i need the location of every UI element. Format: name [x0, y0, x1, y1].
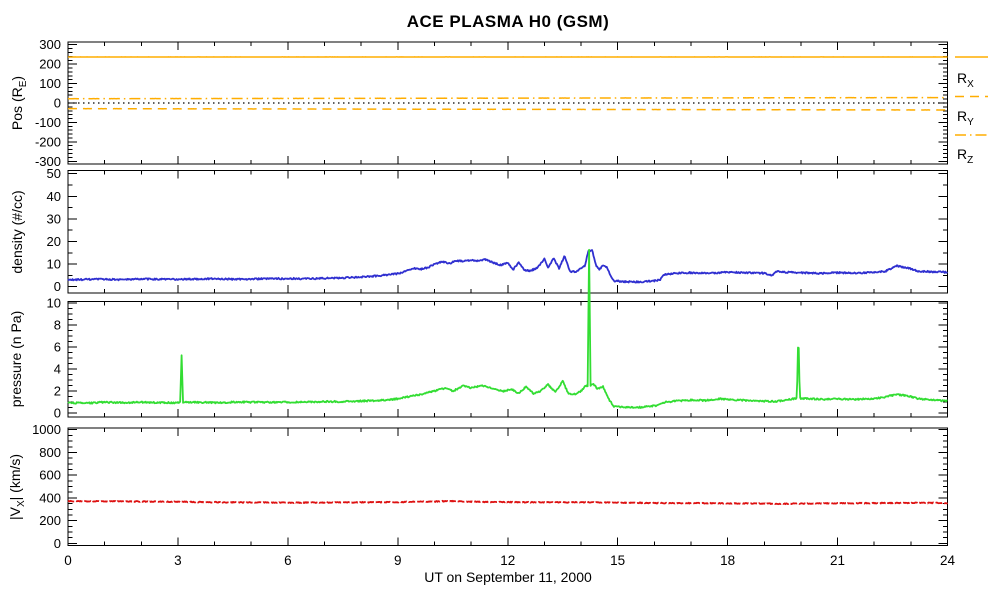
y-tick-label: 0	[54, 406, 61, 421]
y-axis-title-velocity-pre: |V	[7, 507, 23, 521]
y-tick-label: 8	[54, 318, 61, 333]
x-tick-label: 0	[64, 553, 72, 568]
y-tick-label: 10	[47, 296, 61, 311]
y-tick-label: 40	[47, 189, 61, 204]
legend-label-ry-sub: Y	[967, 116, 974, 128]
y-tick-label: 100	[39, 76, 61, 91]
x-tick-label: 15	[610, 553, 625, 568]
panel-density-axes	[67, 170, 948, 294]
chart-title: ACE PLASMA H0 (GSM)	[406, 12, 610, 31]
position-trace-RZ	[67, 96, 948, 100]
y-tick-label: 30	[47, 211, 61, 226]
y-tick-label: -100	[35, 115, 61, 130]
panel-velocity: 1000 800 600 400 200 00 3 6 9 12 15 18 21 24	[32, 422, 955, 568]
panel-position-axes	[67, 41, 948, 165]
y-axis-title-position-pre: Pos (R	[9, 87, 25, 131]
y-axis-title-density: density (#/cc)	[9, 190, 25, 273]
panel-density: 50 40 30 20 10 0	[47, 166, 948, 294]
panel-pressure: 10 8 6 4 2 0	[47, 248, 948, 421]
legend-label-ry: RY	[957, 108, 974, 127]
x-tick-label: 18	[720, 553, 735, 568]
y-tick-label: 0	[54, 279, 61, 294]
position-trace-RY	[67, 107, 948, 111]
y-axis-title-position: Pos (RE)	[9, 75, 29, 131]
y-tick-label: 6	[54, 340, 61, 355]
legend-label-rz-sub: Z	[967, 154, 974, 166]
y-tick-label: 300	[39, 37, 61, 52]
y-tick-label: 50	[47, 166, 61, 181]
y-tick-label: 600	[39, 468, 61, 483]
panel-pressure-axes	[67, 301, 948, 418]
y-tick-label: 2	[54, 384, 61, 399]
y-tick-label: 4	[54, 362, 61, 377]
x-axis-title: UT on September 11, 2000	[424, 569, 592, 585]
density-trace-proton-density	[67, 249, 948, 284]
panel-velocity-axes	[67, 427, 948, 546]
x-tick-label: 12	[500, 553, 515, 568]
x-tick-label: 3	[174, 553, 182, 568]
legend-label-rx: RX	[957, 70, 974, 89]
x-tick-label: 9	[394, 553, 402, 568]
y-axis-title-velocity-sub: X	[15, 500, 27, 508]
legend-label-rz-pre: R	[957, 146, 968, 162]
y-tick-label: 10	[47, 257, 61, 272]
x-tick-label: 6	[284, 553, 292, 568]
legend-label-rx-pre: R	[957, 70, 968, 86]
y-axis-title-position-sub: E	[17, 80, 29, 88]
y-tick-label: 1000	[32, 422, 61, 437]
y-axis-title-position-post: )	[9, 75, 25, 81]
y-tick-label: 200	[39, 57, 61, 72]
y-tick-label: 400	[39, 490, 61, 505]
y-axis-title-pressure-pre: pressure (n Pa)	[8, 310, 24, 408]
legend-label-ry-pre: R	[957, 108, 968, 124]
y-axis-title-velocity-post: | (km/s)	[7, 453, 23, 501]
y-tick-label: -200	[35, 134, 61, 149]
y-tick-label: 800	[39, 445, 61, 460]
x-tick-label: 21	[830, 553, 845, 568]
y-axis-title-density-pre: density (#/cc)	[9, 190, 25, 274]
legend-label-rz: RZ	[957, 146, 973, 165]
y-tick-label: -300	[35, 154, 61, 169]
y-tick-label: 20	[47, 234, 61, 249]
y-tick-label: 0	[54, 96, 61, 111]
legend-label-rx-sub: X	[967, 78, 974, 90]
x-tick-label: 24	[940, 553, 956, 568]
pressure-trace-flow-pressure	[67, 248, 948, 409]
y-tick-label: 200	[39, 513, 61, 528]
y-axis-title-velocity: |VX| (km/s)	[7, 453, 27, 521]
panel-position: 300 200 100 0 -100 -200 -300	[35, 37, 988, 169]
velocity-trace-vx-speed	[67, 499, 949, 506]
y-tick-label: 0	[54, 536, 61, 551]
y-axis-title-pressure: pressure (n Pa)	[8, 311, 24, 407]
